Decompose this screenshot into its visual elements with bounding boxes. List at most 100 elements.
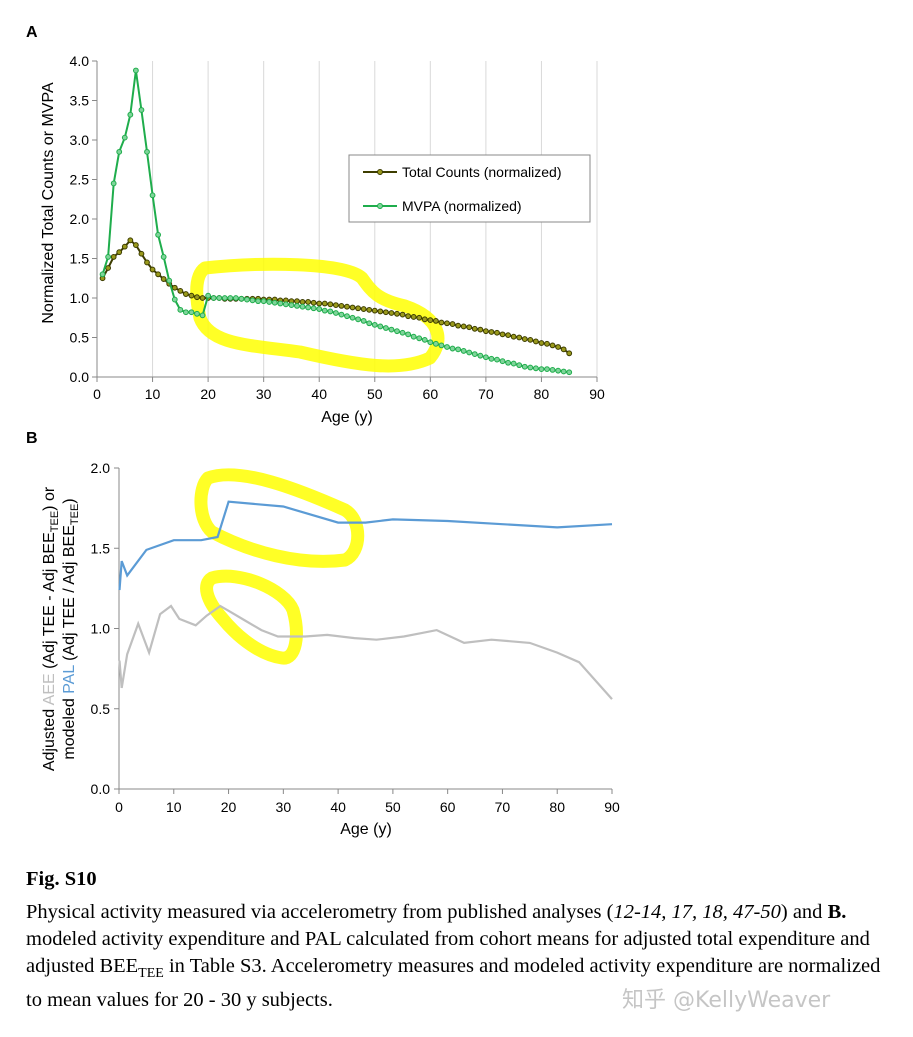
- data-point-total-counts: [132, 242, 139, 248]
- highlight-loop-b-upper: [194, 468, 365, 568]
- data-point-total-counts: [199, 295, 206, 301]
- highlight-loop-b-lower: [200, 569, 303, 665]
- data-point-mvpa: [110, 180, 117, 187]
- data-point-mvpa: [205, 292, 212, 299]
- panel-b-y-axis-label-line1: Adjusted AEE (Adj TEE - Adj BEETEE) or: [41, 486, 61, 771]
- data-point-total-counts: [316, 300, 323, 307]
- panel-b-x-axis-label: Age (y): [340, 821, 392, 838]
- panel-a-axes: 0.0 0.5 1.0 1.5 2.0 2.5 3.0 3.5 4.0 0 10 20 30 40 50 60…: [70, 53, 605, 402]
- data-point-mvpa: [477, 352, 484, 359]
- data-point-mvpa: [160, 254, 167, 260]
- panel-a-y-tick-label: 3.0: [70, 132, 90, 148]
- panel-b-axes: 0.0 0.5 1.0 1.5 2.0 0 10 20 30 40 50 60 70 80 90: [91, 460, 620, 815]
- figure-caption: Fig. S10 Physical activity measured via …: [26, 866, 894, 1014]
- panel-a-chart: A 0.0 0.5 1.0 1.5 2.0 2.5 3.0 3.5 4.0 0 10 20 30 40 50…: [26, 24, 605, 426]
- data-point-mvpa: [249, 297, 256, 304]
- data-point-total-counts: [360, 306, 367, 312]
- data-point-total-counts: [405, 313, 412, 320]
- panel-b-y-axis-label-line2: modeled PAL (Adj TEE / Adj BEETEE): [61, 498, 81, 759]
- data-point-total-counts: [555, 344, 562, 350]
- panel-a-label: A: [26, 24, 38, 41]
- data-point-mvpa: [310, 305, 317, 312]
- data-point-total-counts: [444, 320, 450, 327]
- panel-b-x-tick-label: 80: [549, 799, 565, 815]
- data-point-total-counts: [299, 299, 306, 305]
- data-point-total-counts: [482, 328, 489, 335]
- data-point-mvpa: [460, 348, 467, 354]
- data-point-mvpa: [321, 307, 328, 314]
- data-point-total-counts: [460, 323, 467, 330]
- data-point-total-counts: [432, 318, 439, 324]
- data-point-total-counts: [155, 271, 162, 278]
- panel-a-legend: Total Counts (normalized) MVPA (normaliz…: [348, 154, 591, 223]
- legend-box: [348, 154, 591, 223]
- panel-b-x-tick-label: 70: [495, 799, 511, 815]
- data-point-mvpa: [305, 304, 312, 311]
- data-point-mvpa: [105, 254, 112, 260]
- data-point-total-counts: [194, 294, 200, 301]
- data-point-mvpa: [271, 299, 278, 306]
- legend-mvpa-marker: [377, 203, 383, 209]
- data-point-mvpa: [405, 331, 412, 338]
- panel-a-x-tick-label: 50: [367, 386, 383, 402]
- data-point-total-counts: [105, 265, 112, 271]
- data-point-total-counts: [471, 325, 478, 332]
- panel-b-y-tick-label: 0.0: [91, 781, 111, 797]
- data-point-mvpa: [216, 295, 223, 301]
- data-point-total-counts: [116, 249, 123, 256]
- data-point-mvpa: [221, 295, 228, 301]
- data-point-mvpa: [144, 148, 150, 155]
- data-point-total-counts: [499, 331, 506, 338]
- data-point-total-counts: [332, 302, 339, 309]
- highlight-loop-a: [190, 257, 445, 373]
- data-point-mvpa: [527, 364, 534, 371]
- series-line-total-counts: [101, 238, 570, 355]
- data-point-total-counts: [149, 266, 156, 273]
- data-point-mvpa: [171, 296, 178, 303]
- data-point-total-counts: [182, 291, 189, 297]
- data-point-mvpa: [544, 366, 550, 373]
- legend-total-counts-label: Total Counts (normalized): [402, 164, 562, 180]
- panel-a-x-tick-label: 20: [200, 386, 216, 402]
- data-point-mvpa: [394, 328, 400, 335]
- caption-text: Physical activity measured via accelerom…: [26, 901, 881, 1012]
- data-point-total-counts: [388, 310, 395, 316]
- data-point-mvpa: [360, 318, 367, 324]
- data-point-mvpa: [466, 349, 473, 356]
- data-point-mvpa: [366, 320, 373, 327]
- data-point-total-counts: [394, 310, 400, 317]
- data-point-mvpa: [332, 310, 339, 316]
- panel-b-y-tick-label: 1.5: [91, 540, 111, 556]
- data-point-total-counts: [488, 329, 495, 335]
- data-point-mvpa: [210, 295, 217, 301]
- panel-b-x-tick-label: 60: [440, 799, 456, 815]
- caption-title: Fig. S10: [26, 868, 97, 890]
- data-point-mvpa: [399, 329, 406, 336]
- data-point-mvpa: [438, 342, 445, 349]
- panel-a-y-tick-label: 2.0: [70, 211, 90, 227]
- data-point-mvpa: [560, 368, 567, 375]
- panel-a-x-tick-label: 10: [145, 386, 161, 402]
- panel-a-highlight-annotation: [190, 257, 445, 373]
- panel-a-y-tick-label: 0.0: [70, 369, 90, 385]
- data-point-total-counts: [449, 321, 456, 327]
- data-point-total-counts: [294, 298, 300, 305]
- data-point-total-counts: [438, 319, 445, 326]
- data-point-total-counts: [138, 250, 145, 257]
- panel-a-y-tick-label: 1.5: [70, 251, 90, 267]
- data-point-mvpa: [194, 310, 200, 317]
- data-point-mvpa: [288, 302, 295, 309]
- data-point-total-counts: [532, 338, 539, 345]
- data-point-total-counts: [477, 326, 484, 333]
- data-point-total-counts: [177, 287, 184, 294]
- data-point-total-counts: [510, 333, 517, 340]
- data-point-total-counts: [377, 308, 384, 315]
- data-point-mvpa: [471, 351, 478, 357]
- data-point-total-counts: [416, 314, 423, 321]
- panel-a-x-tick-label: 30: [256, 386, 272, 402]
- data-point-mvpa: [549, 366, 556, 373]
- data-point-mvpa: [427, 339, 434, 346]
- data-point-total-counts: [382, 309, 389, 316]
- data-point-mvpa: [432, 340, 439, 347]
- panel-a-y-tick-label: 2.5: [70, 172, 90, 188]
